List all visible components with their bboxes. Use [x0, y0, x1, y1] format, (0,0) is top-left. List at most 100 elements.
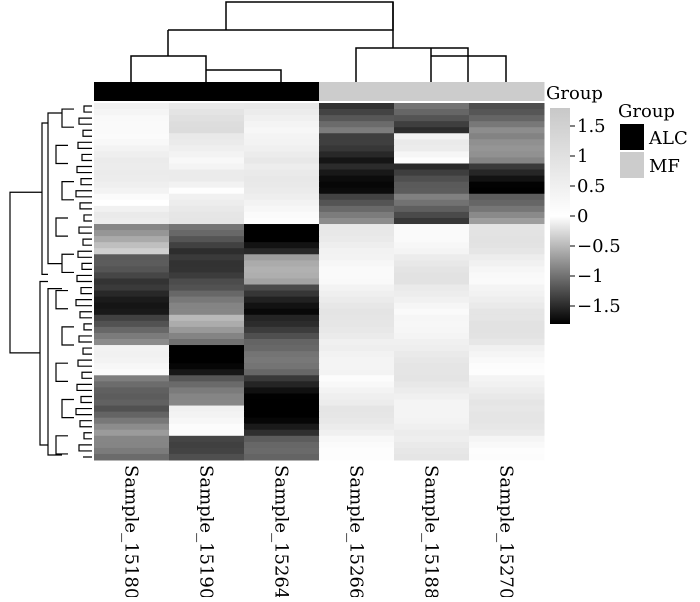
- heatmap-cell: [469, 351, 545, 358]
- heatmap-cell: [469, 381, 545, 388]
- heatmap-cell: [469, 103, 545, 110]
- heatmap-cell: [469, 435, 545, 443]
- heatmap-cell: [469, 169, 545, 177]
- heatmap-cell: [394, 181, 470, 189]
- heatmap-cell: [394, 133, 470, 140]
- column-label: Sample_15190: [196, 465, 217, 597]
- color-scale-tick-label: 0: [577, 206, 588, 227]
- heatmap-cell: [94, 133, 170, 140]
- legend-swatch-alc: [620, 124, 644, 150]
- heatmap-cell: [94, 308, 170, 316]
- heatmap-cell: [319, 423, 395, 431]
- heatmap-cell: [469, 193, 545, 201]
- heatmap-cell: [319, 254, 395, 261]
- heatmap-cell: [319, 272, 395, 279]
- heatmap-cell: [169, 121, 245, 128]
- heatmap-cell: [469, 338, 545, 346]
- heatmap-cell: [394, 266, 470, 273]
- heatmap-cell: [244, 375, 320, 382]
- heatmap-cell: [319, 224, 395, 231]
- heatmap-cell: [394, 248, 470, 255]
- heatmap-cell: [94, 224, 170, 231]
- heatmap-cell: [94, 211, 170, 219]
- heatmap-cell: [394, 423, 470, 431]
- heatmap-cell: [469, 109, 545, 116]
- heatmap-cell: [469, 175, 545, 183]
- heatmap-cell: [169, 357, 245, 364]
- column-label: Sample_15264: [271, 465, 292, 597]
- heatmap-cell: [319, 320, 395, 328]
- heatmap-cell: [244, 399, 320, 407]
- heatmap-cell: [394, 139, 470, 146]
- heatmap-cell: [469, 133, 545, 140]
- heatmap-cell: [469, 205, 545, 213]
- heatmap-cell: [244, 345, 320, 352]
- heatmap-cell: [394, 199, 470, 207]
- color-scale-tick-label: −1.5: [577, 296, 621, 317]
- heatmap-cell: [319, 199, 395, 207]
- heatmap-cell: [94, 399, 170, 407]
- heatmap-cell: [319, 230, 395, 237]
- column-label: Sample_15270: [496, 465, 517, 597]
- heatmap-cell: [244, 326, 320, 334]
- heatmap-cell: [319, 387, 395, 394]
- heatmap-cell: [394, 308, 470, 316]
- heatmap-cell: [169, 272, 245, 279]
- heatmap-cell: [169, 435, 245, 443]
- heatmap-cell: [94, 236, 170, 243]
- heatmap-cell: [469, 453, 545, 461]
- heatmap-cell: [244, 175, 320, 183]
- heatmap-cell: [319, 163, 395, 171]
- heatmap-cell: [469, 411, 545, 419]
- heatmap-cell: [244, 417, 320, 425]
- heatmap-cell: [469, 127, 545, 134]
- heatmap-cell: [244, 429, 320, 437]
- heatmap-cell: [169, 441, 245, 449]
- heatmap-cell: [94, 429, 170, 437]
- heatmap-cell: [319, 411, 395, 419]
- heatmap-cell: [94, 175, 170, 183]
- heatmap-cell: [169, 423, 245, 431]
- color-scale-tick-label: 1: [577, 146, 588, 167]
- heatmap-cell: [319, 139, 395, 146]
- heatmap-cell: [244, 187, 320, 195]
- heatmap-cell: [169, 429, 245, 437]
- heatmap-cell: [169, 205, 245, 213]
- heatmap-cell: [394, 260, 470, 267]
- heatmap-cell: [469, 302, 545, 310]
- heatmap-cell: [469, 217, 545, 225]
- heatmap-cell: [469, 254, 545, 261]
- heatmap-cell: [394, 242, 470, 249]
- heatmap-cell: [94, 163, 170, 171]
- heatmap-cell: [169, 320, 245, 328]
- heatmap-cell: [394, 375, 470, 382]
- heatmap-cell: [94, 115, 170, 122]
- heatmap-cell: [169, 133, 245, 140]
- heatmap-cell: [169, 447, 245, 455]
- heatmap-cell: [169, 187, 245, 195]
- heatmap-cell: [94, 193, 170, 201]
- heatmap-cell: [394, 296, 470, 304]
- heatmap-cell: [394, 175, 470, 183]
- legend-swatch-mf: [620, 152, 644, 178]
- heatmap-cell: [94, 405, 170, 413]
- heatmap-cell: [244, 447, 320, 455]
- heatmap-cell: [94, 145, 170, 152]
- heatmap-cell: [169, 399, 245, 407]
- heatmap-cell: [469, 199, 545, 207]
- group-legend: Group ALC MF: [618, 101, 688, 178]
- heatmap-cell: [169, 217, 245, 225]
- heatmap-cell: [169, 332, 245, 340]
- heatmap-cell: [394, 441, 470, 449]
- heatmap-cell: [394, 326, 470, 334]
- heatmap-cell: [244, 133, 320, 140]
- heatmap-cell: [94, 272, 170, 279]
- heatmap-cell: [319, 338, 395, 346]
- heatmap-cell: [169, 236, 245, 243]
- heatmap-cell: [469, 224, 545, 231]
- heatmap-cell: [319, 290, 395, 298]
- heatmap-cell: [244, 260, 320, 267]
- heatmap-cell: [319, 193, 395, 201]
- heatmap-cell: [319, 266, 395, 273]
